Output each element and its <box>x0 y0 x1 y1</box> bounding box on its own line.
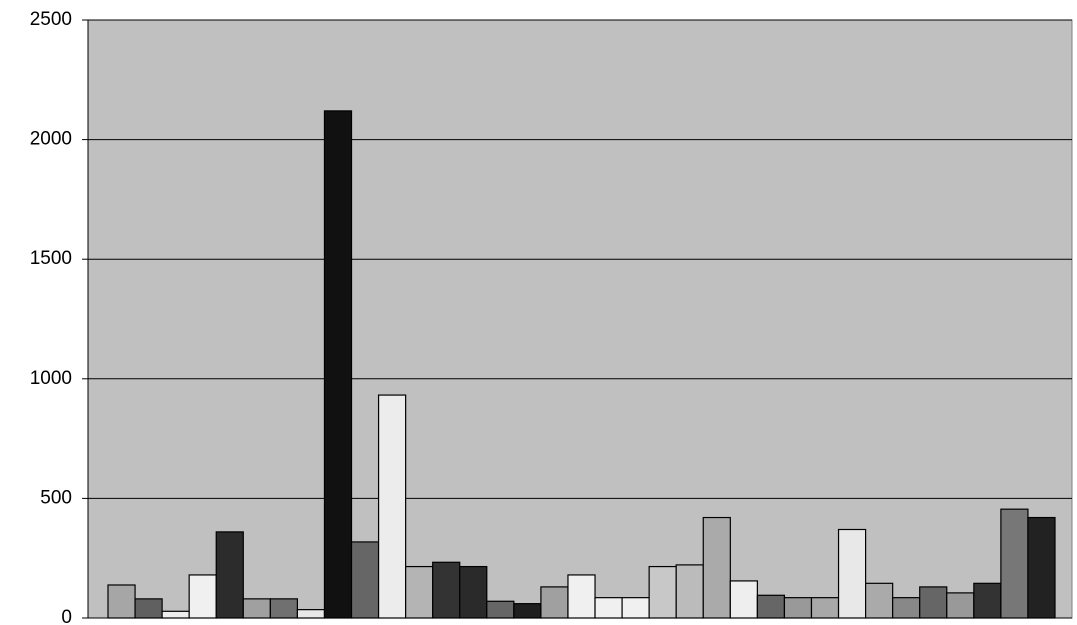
bar <box>810 597 840 619</box>
bar <box>946 592 975 619</box>
bar <box>675 564 704 619</box>
bar <box>567 574 596 619</box>
bar <box>296 609 326 619</box>
bar <box>323 110 353 619</box>
bar <box>973 582 1002 619</box>
y-tick-label: 500 <box>40 487 72 508</box>
bar <box>540 586 569 619</box>
y-tick-label: 1500 <box>30 248 72 269</box>
bar <box>648 565 677 619</box>
y-tick-label: 0 <box>61 607 72 625</box>
bar <box>432 561 461 619</box>
bar <box>107 584 136 619</box>
bar <box>594 597 623 619</box>
bar <box>1000 508 1029 619</box>
bar <box>377 394 407 619</box>
bar <box>215 531 244 619</box>
bar <box>188 574 217 619</box>
bar <box>837 528 867 619</box>
bar <box>486 600 515 619</box>
bar <box>729 580 758 619</box>
y-tick-label: 1000 <box>30 368 72 389</box>
bar <box>1027 516 1056 619</box>
bar <box>134 598 163 619</box>
bar <box>919 586 948 619</box>
bar <box>459 565 488 619</box>
bar <box>621 597 650 619</box>
y-tick-label: 2000 <box>30 129 72 150</box>
y-tick-label: 2500 <box>30 9 72 30</box>
bar <box>242 598 271 619</box>
plot-area <box>87 19 1073 619</box>
bar <box>161 610 190 619</box>
bar <box>269 598 299 619</box>
bar <box>756 594 786 619</box>
bar <box>864 582 894 619</box>
bar <box>405 565 434 619</box>
bar <box>892 597 921 619</box>
bar <box>783 597 813 619</box>
bar <box>702 516 731 619</box>
bar <box>350 541 380 619</box>
bar <box>513 603 542 619</box>
